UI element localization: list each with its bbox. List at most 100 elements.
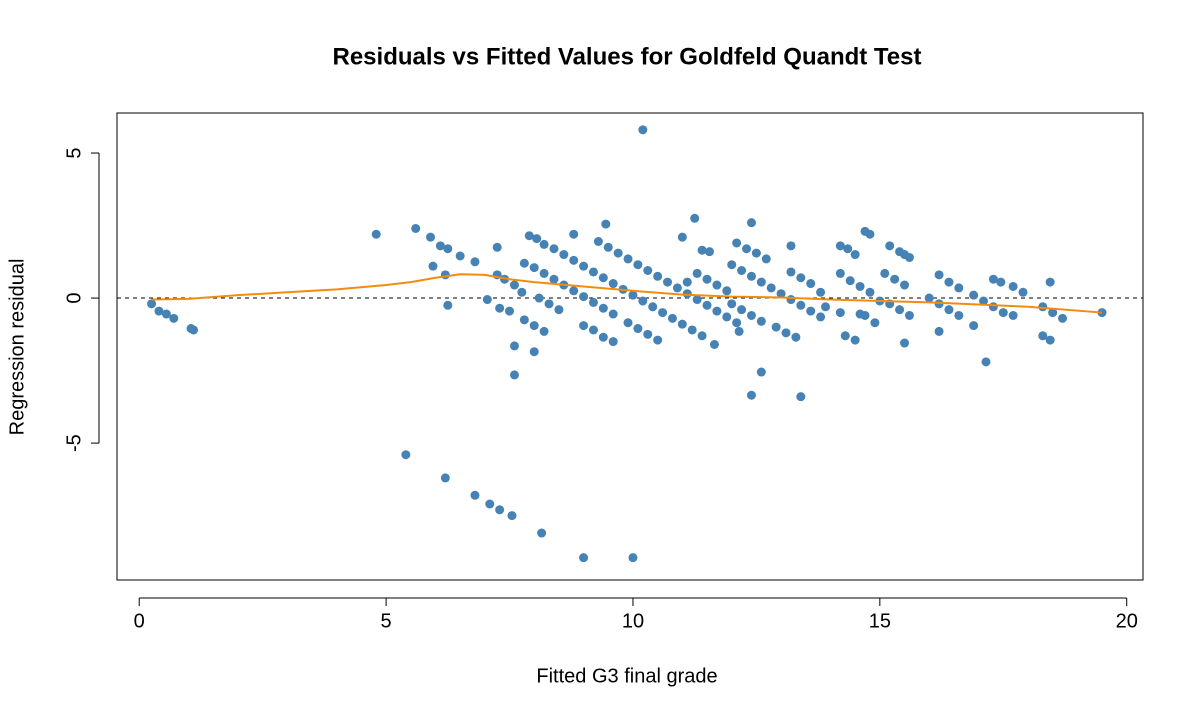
point	[598, 332, 608, 342]
point	[643, 329, 653, 339]
point	[569, 255, 579, 265]
point	[653, 271, 663, 281]
point	[633, 260, 643, 270]
point	[865, 229, 875, 239]
point	[816, 312, 826, 322]
point	[843, 244, 853, 254]
point	[1018, 287, 1028, 297]
point	[746, 271, 756, 281]
point	[509, 341, 519, 351]
point	[737, 305, 747, 315]
point	[579, 261, 589, 271]
point	[517, 287, 527, 297]
point	[934, 270, 944, 280]
point	[954, 310, 964, 320]
y-tick-label: 5	[63, 147, 85, 158]
point	[806, 306, 816, 316]
point	[569, 286, 579, 296]
point	[1008, 281, 1018, 291]
point	[505, 306, 515, 316]
point	[613, 248, 623, 258]
point	[840, 331, 850, 341]
point	[643, 266, 653, 276]
point	[756, 367, 766, 377]
point	[944, 305, 954, 315]
point	[900, 338, 910, 348]
point	[771, 322, 781, 332]
point	[969, 290, 979, 300]
point	[509, 280, 519, 290]
point	[816, 287, 826, 297]
point	[776, 289, 786, 299]
point	[761, 254, 771, 264]
point	[588, 267, 598, 277]
point	[934, 299, 944, 309]
point	[169, 313, 179, 323]
point	[865, 287, 875, 297]
point	[529, 263, 539, 273]
point	[559, 250, 569, 260]
point	[988, 302, 998, 312]
point	[529, 347, 539, 357]
point	[690, 213, 700, 223]
point	[426, 232, 436, 242]
point	[796, 392, 806, 402]
point	[549, 244, 559, 254]
point	[648, 302, 658, 312]
point	[470, 257, 480, 267]
plot-frame	[116, 112, 1144, 581]
point	[712, 280, 722, 290]
point	[732, 238, 742, 248]
y-tick-label: -5	[63, 434, 85, 452]
point	[756, 277, 766, 287]
point	[1058, 313, 1068, 323]
point	[524, 231, 534, 241]
point	[435, 241, 445, 251]
point	[147, 299, 157, 309]
point	[709, 339, 719, 349]
point	[667, 313, 677, 323]
point	[579, 321, 589, 331]
point	[598, 273, 608, 283]
point	[781, 328, 791, 338]
y-tick-label: 0	[63, 292, 85, 303]
point	[850, 250, 860, 260]
point	[885, 241, 895, 251]
point	[588, 325, 598, 335]
point	[855, 281, 865, 291]
point	[835, 308, 845, 318]
point	[653, 335, 663, 345]
point	[870, 318, 880, 328]
point	[658, 308, 668, 318]
point	[482, 295, 492, 305]
point	[998, 308, 1008, 318]
point	[756, 316, 766, 326]
point	[988, 274, 998, 284]
point	[495, 505, 505, 515]
point	[1048, 308, 1058, 318]
x-tick-label: 15	[869, 610, 891, 632]
point	[401, 450, 411, 460]
point	[687, 325, 697, 335]
point	[569, 229, 579, 239]
point	[440, 473, 450, 483]
point	[519, 315, 529, 325]
point	[904, 310, 914, 320]
point	[751, 248, 761, 258]
point	[603, 242, 613, 252]
point	[702, 274, 712, 284]
point	[537, 528, 547, 538]
point	[608, 279, 618, 289]
point	[534, 293, 544, 303]
point	[623, 318, 633, 328]
point	[677, 232, 687, 242]
point	[821, 302, 831, 312]
chart-title: Residuals vs Fitted Values for Goldfeld …	[333, 43, 922, 70]
point	[623, 254, 633, 264]
point	[428, 261, 438, 271]
point	[509, 370, 519, 380]
point	[507, 511, 517, 521]
point	[895, 305, 905, 315]
point	[704, 247, 714, 257]
